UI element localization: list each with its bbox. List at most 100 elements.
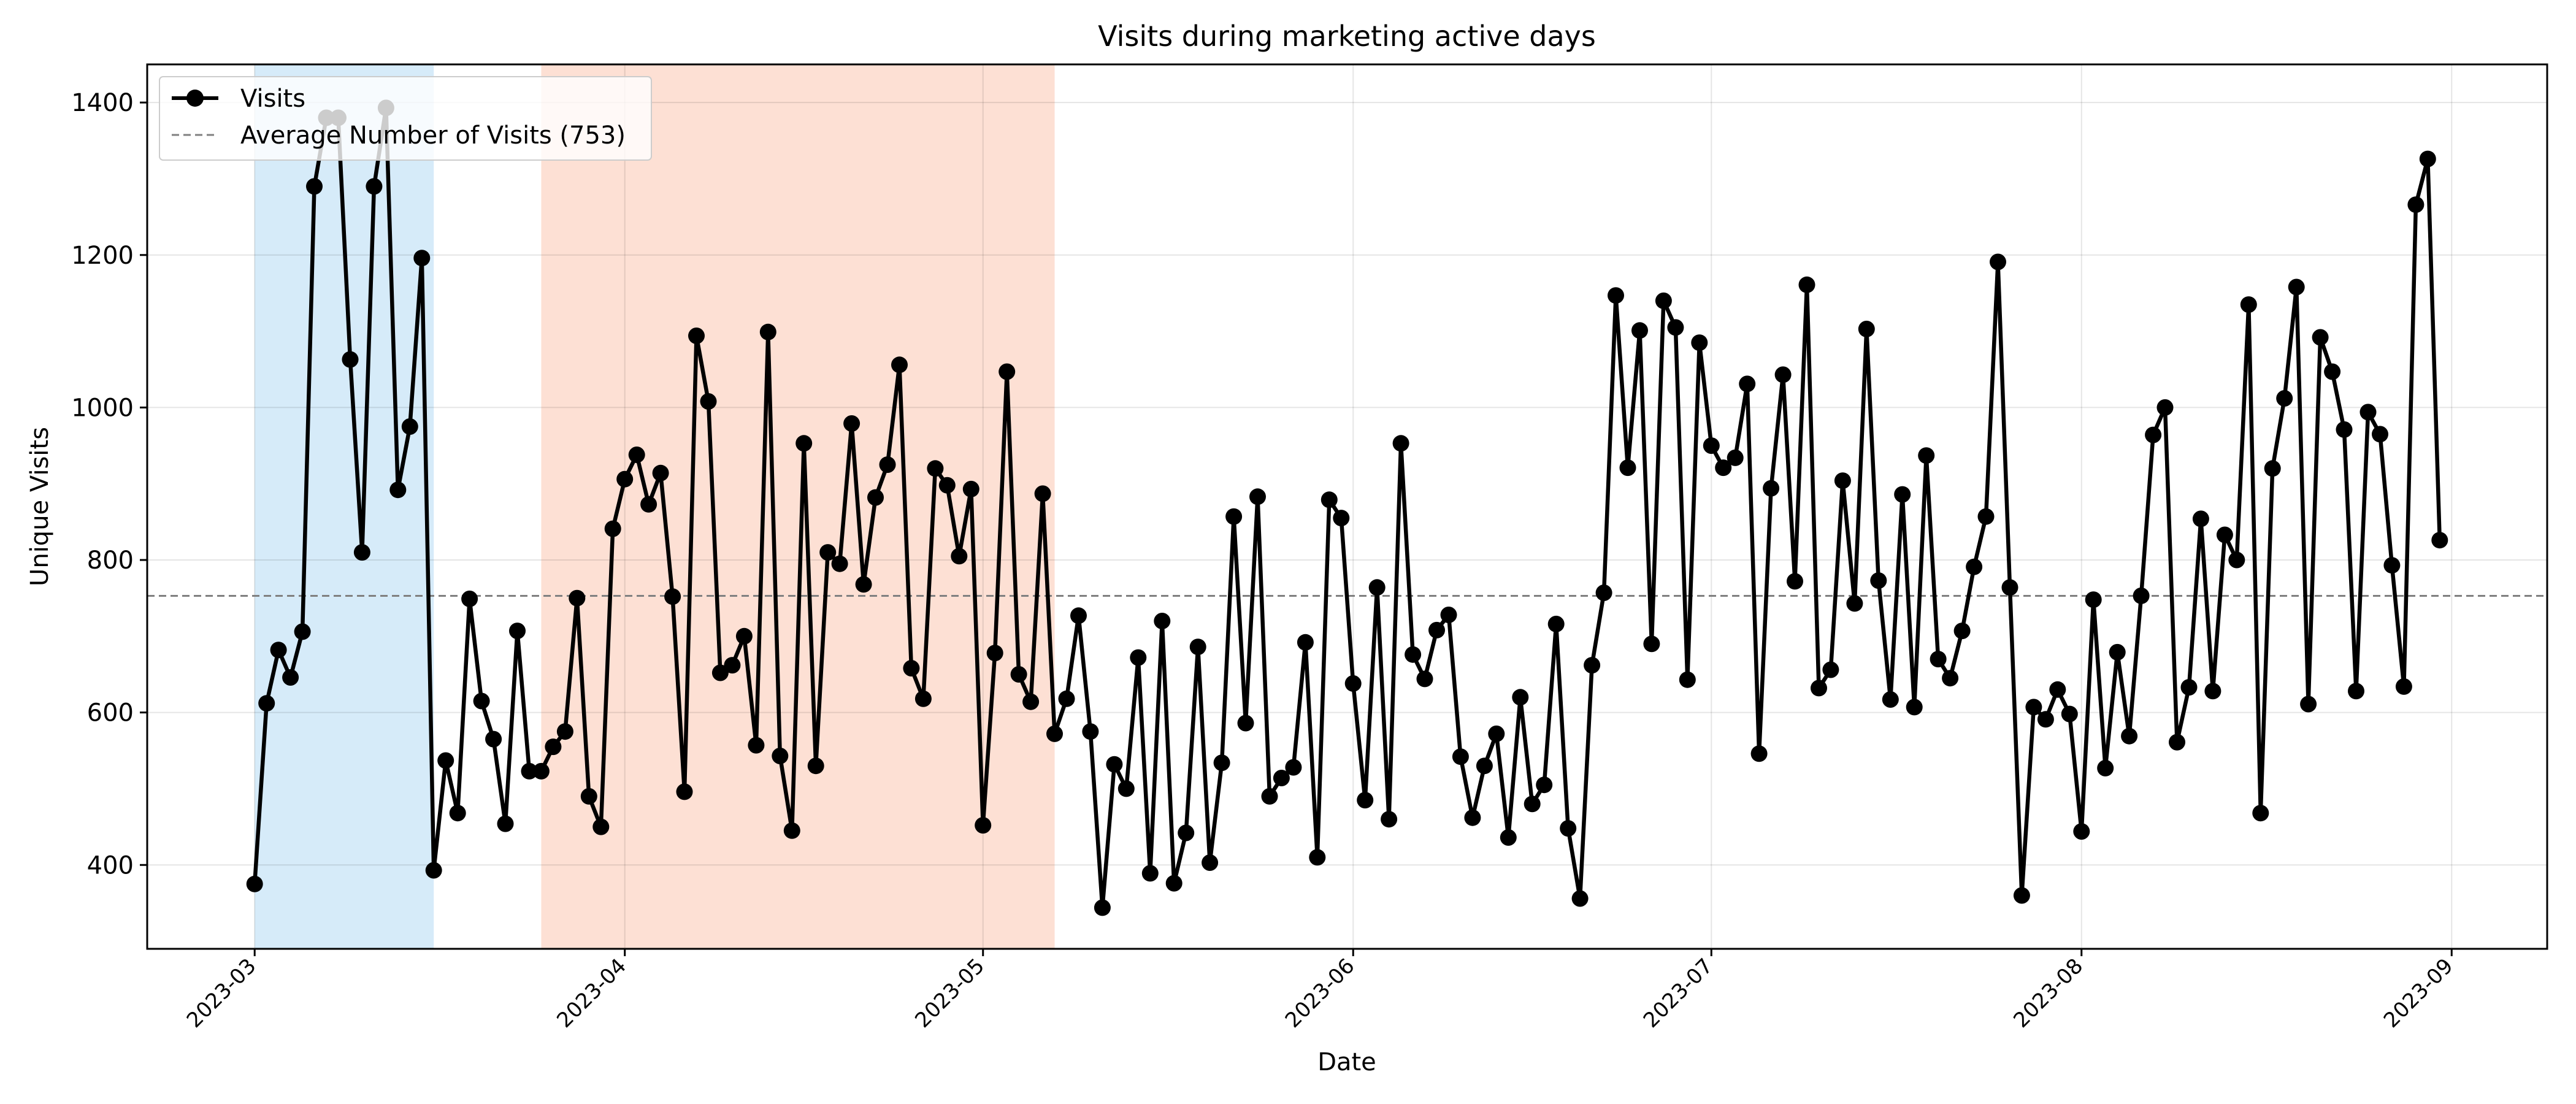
visits-point xyxy=(1237,715,1254,732)
visits-point xyxy=(1213,754,1230,772)
visits-point xyxy=(545,738,562,756)
visits-point xyxy=(1703,437,1720,454)
y-tick-label: 800 xyxy=(87,546,134,575)
visits-point xyxy=(735,627,753,645)
visits-point xyxy=(1715,459,1732,477)
legend-average-label: Average Number of Visits (753) xyxy=(240,121,626,150)
visits-point xyxy=(1739,375,1756,393)
visits-point xyxy=(1608,287,1624,304)
visits-point xyxy=(1141,865,1159,882)
visits-point xyxy=(975,817,992,834)
plot-frame xyxy=(146,63,2548,950)
visits-point xyxy=(1750,745,1768,762)
visits-point xyxy=(532,762,550,780)
visits-point xyxy=(1619,459,1636,477)
visits-point xyxy=(879,456,896,473)
visits-point xyxy=(2061,705,2078,723)
visits-point xyxy=(306,178,323,195)
visits-point xyxy=(2145,426,2162,443)
visits-point xyxy=(580,788,597,805)
visits-point xyxy=(688,328,705,344)
visits-point xyxy=(2169,734,2185,751)
visits-point xyxy=(700,393,717,410)
visits-point xyxy=(1225,508,1243,525)
visits-point xyxy=(2419,150,2436,167)
visits-point xyxy=(1094,899,1111,916)
visits-point xyxy=(246,875,263,892)
visits-point xyxy=(2049,681,2066,698)
y-tick-label: 1000 xyxy=(71,394,134,422)
visits-point xyxy=(1416,670,1433,688)
visits-point xyxy=(1787,573,1803,590)
visits-point xyxy=(2192,510,2209,527)
visits-point xyxy=(282,669,299,686)
visits-point xyxy=(1655,292,1672,309)
visits-point xyxy=(485,730,502,748)
visits-point xyxy=(1834,472,1851,489)
y-axis-title: Unique Visits xyxy=(26,427,54,586)
visits-point xyxy=(1811,680,1827,697)
visits-point xyxy=(1524,795,1541,813)
visits-point xyxy=(1428,621,1445,638)
visits-point xyxy=(962,480,979,497)
visits-point xyxy=(2109,643,2126,661)
visits-point xyxy=(1882,691,1899,708)
visits-point xyxy=(2097,759,2114,776)
visits-point xyxy=(2216,526,2233,543)
visits-point xyxy=(437,752,454,769)
visits-point xyxy=(951,548,968,565)
visits-point xyxy=(2288,278,2305,296)
grid-lines xyxy=(147,64,2547,949)
visits-point xyxy=(1022,693,1040,710)
y-tick-label: 600 xyxy=(87,699,134,727)
visits-point xyxy=(1106,756,1123,773)
visits-point xyxy=(1822,661,1839,678)
legend-visits-label: Visits xyxy=(240,85,305,113)
visits-point xyxy=(1942,670,1959,687)
visits-point xyxy=(425,862,442,879)
visits-point xyxy=(1273,770,1290,786)
visits-point xyxy=(1154,613,1171,629)
visits-point xyxy=(556,723,573,740)
visits-point xyxy=(1010,666,1027,683)
visits-point xyxy=(2133,587,2150,604)
visits-point xyxy=(1846,595,1863,612)
visits-point xyxy=(413,250,431,267)
visits-point xyxy=(664,588,681,605)
visits-point xyxy=(795,435,813,452)
visits-point xyxy=(2324,363,2341,380)
visits-point xyxy=(986,645,1003,662)
visits-point xyxy=(604,520,621,537)
visits-point xyxy=(270,642,287,659)
visits-point xyxy=(1309,849,1326,866)
visits-point xyxy=(1344,675,1362,692)
visits-point xyxy=(1464,809,1481,826)
visits-point xyxy=(1189,638,1206,656)
visits-point xyxy=(2228,551,2245,569)
visits-point xyxy=(509,623,526,640)
visits-point xyxy=(1727,449,1744,466)
visits-point xyxy=(2300,696,2317,713)
visits-point xyxy=(294,623,311,640)
visits-point xyxy=(1631,322,1648,339)
visits-line xyxy=(252,105,2442,910)
visits-point xyxy=(640,496,657,513)
visits-point xyxy=(592,818,610,835)
visits-point xyxy=(2359,404,2377,421)
visits-point xyxy=(1918,447,1935,464)
visits-point xyxy=(497,815,514,832)
visits-point xyxy=(867,489,884,506)
visits-point xyxy=(855,576,872,593)
visits-point xyxy=(2407,196,2425,213)
visits-point xyxy=(473,692,490,710)
visits-point xyxy=(1977,508,1995,525)
shaded-period-1 xyxy=(255,64,434,949)
visits-point xyxy=(1034,485,1051,502)
visits-point xyxy=(1046,725,1063,742)
visits-point xyxy=(2312,329,2329,346)
visits-point xyxy=(819,544,837,561)
visits-point xyxy=(938,477,956,494)
visits-point xyxy=(1249,488,1266,505)
visits-point xyxy=(1953,623,1971,640)
